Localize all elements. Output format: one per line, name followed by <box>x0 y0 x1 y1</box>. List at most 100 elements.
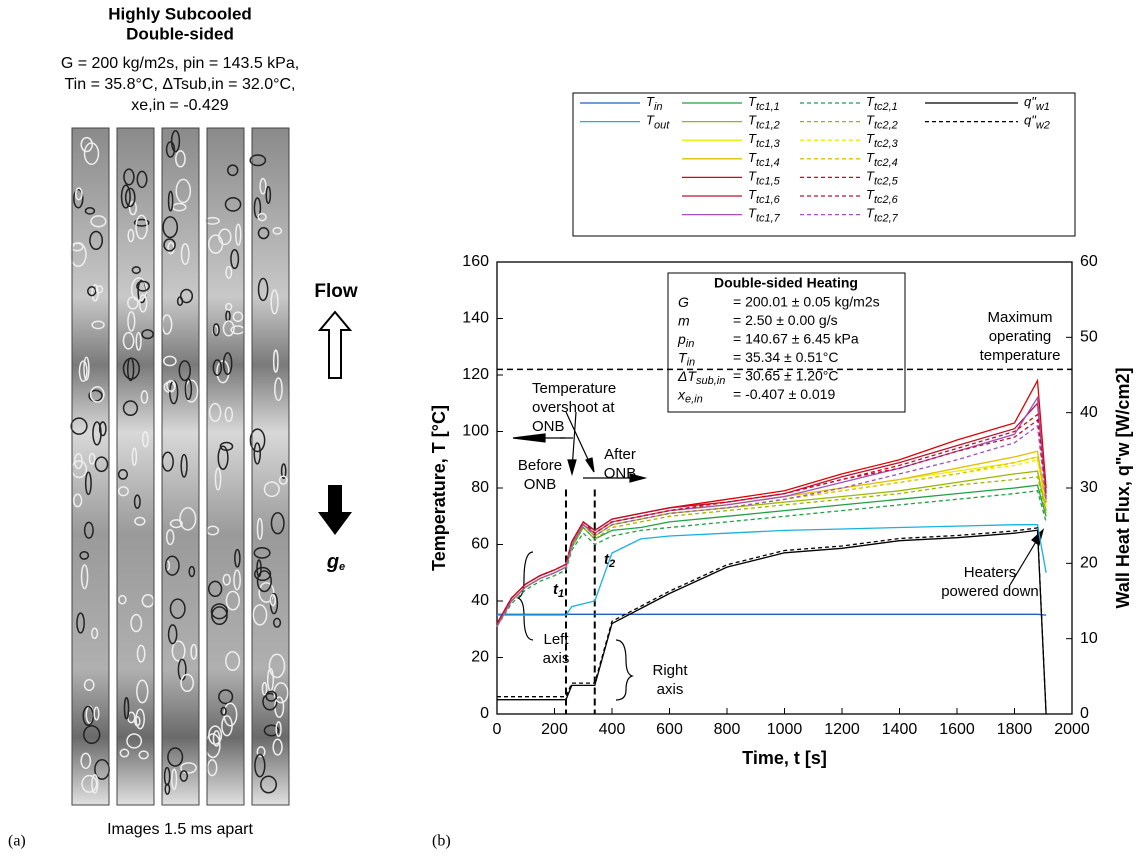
annotation: Heaters <box>964 564 1017 581</box>
x-axis-label: Time, t [s] <box>742 748 827 768</box>
annotation: Right <box>652 662 688 679</box>
y2-tick-label: 30 <box>1080 479 1098 496</box>
bubble <box>135 331 142 351</box>
annotation: operating <box>989 328 1052 345</box>
legend-label: Ttc1,6 <box>748 187 781 205</box>
y-tick-label: 160 <box>462 253 489 270</box>
bubble <box>163 238 176 252</box>
bubble <box>180 762 197 774</box>
x-tick-label: 800 <box>714 721 741 738</box>
bubble <box>220 706 227 716</box>
bubble <box>123 168 135 186</box>
strip-edge <box>206 127 245 806</box>
x-tick-label: 2000 <box>1054 721 1090 738</box>
bubble <box>176 296 184 307</box>
bubble <box>82 705 94 726</box>
bubble <box>225 302 233 311</box>
bubble <box>179 288 194 304</box>
bubble <box>249 154 267 167</box>
series-line <box>496 401 1047 624</box>
inset-value: = 200.01 ± 0.05 kg/m2s <box>733 294 880 310</box>
y2-tick-label: 40 <box>1080 404 1098 421</box>
y-tick-label: 20 <box>471 649 489 666</box>
flow-images <box>69 127 290 806</box>
bubble <box>256 517 263 540</box>
bubble <box>210 603 229 620</box>
y2-tick-label: 0 <box>1080 705 1089 722</box>
annotation: temperature <box>980 347 1061 364</box>
strip-edge <box>116 127 155 806</box>
bubble <box>280 463 287 479</box>
strip-edge <box>161 127 200 806</box>
bubble <box>84 471 92 496</box>
bubble <box>98 421 107 437</box>
bubble <box>180 243 190 265</box>
bubble <box>83 521 94 539</box>
series-line <box>496 456 1047 627</box>
legend-label: Ttc2,1 <box>866 94 898 112</box>
inset-value: = 35.34 ± 0.51°C <box>733 349 839 365</box>
bubble <box>272 226 283 235</box>
bubble <box>218 228 232 246</box>
y2-tick-label: 10 <box>1080 630 1098 647</box>
x-tick-label: 0 <box>493 721 502 738</box>
bubble <box>222 573 231 586</box>
legend-label: Ttc1,3 <box>748 132 781 150</box>
bubble <box>93 706 100 721</box>
series-line <box>496 419 1047 624</box>
bubble <box>206 759 218 777</box>
inset-key: ΔTsub,in <box>677 368 725 387</box>
bubble <box>268 653 286 679</box>
bubble <box>204 216 220 225</box>
bubble <box>235 223 242 246</box>
bubble <box>208 725 223 746</box>
y-tick-label: 0 <box>480 705 489 722</box>
bubble <box>278 475 288 485</box>
annotation-arrows <box>512 411 1045 701</box>
bubble <box>122 331 135 350</box>
bubble <box>212 359 223 376</box>
annotation: powered down <box>941 583 1039 600</box>
x-tick-label: 400 <box>599 721 626 738</box>
conditions: xe,in = -0.429 <box>131 97 229 114</box>
y-axis-label: Temperature, T [°C] <box>429 405 449 571</box>
bubble <box>89 230 104 251</box>
panel-title: Highly Subcooled <box>108 4 252 23</box>
inset-key: pin <box>677 331 694 350</box>
panel-title: Double-sided <box>126 24 234 43</box>
annotation: ONB <box>604 465 637 482</box>
bubble <box>256 746 266 758</box>
bubble <box>117 468 129 480</box>
inset-value: = 2.50 ± 0.00 g/s <box>733 312 838 328</box>
bubble <box>131 447 138 466</box>
bubble <box>162 216 179 239</box>
series-line <box>496 424 1047 627</box>
bubble <box>225 265 233 279</box>
bubble <box>127 311 136 332</box>
bubble <box>135 708 146 730</box>
bubble <box>84 207 96 215</box>
strip-edge <box>71 127 110 806</box>
bubble <box>136 644 146 663</box>
bubble <box>124 187 136 208</box>
legend-label: Ttc2,2 <box>866 113 898 131</box>
bubble <box>217 445 229 470</box>
legend-box <box>572 92 1076 237</box>
conditions: Tin = 35.8°C, ΔTsub,in = 32.0°C, <box>64 76 295 93</box>
series-line <box>497 529 1047 715</box>
bubble <box>234 548 241 568</box>
bubble <box>83 142 100 165</box>
bubble <box>94 456 109 473</box>
bubble <box>169 598 186 619</box>
annotation: Temperature <box>532 380 616 397</box>
legend-label: Ttc1,5 <box>748 169 781 187</box>
bubble <box>212 323 220 337</box>
bubble <box>233 569 241 591</box>
bubble <box>272 349 279 373</box>
bubble <box>224 406 234 423</box>
bubble <box>91 627 99 640</box>
legend-label: Ttc2,5 <box>866 169 899 187</box>
bubble <box>83 725 101 745</box>
